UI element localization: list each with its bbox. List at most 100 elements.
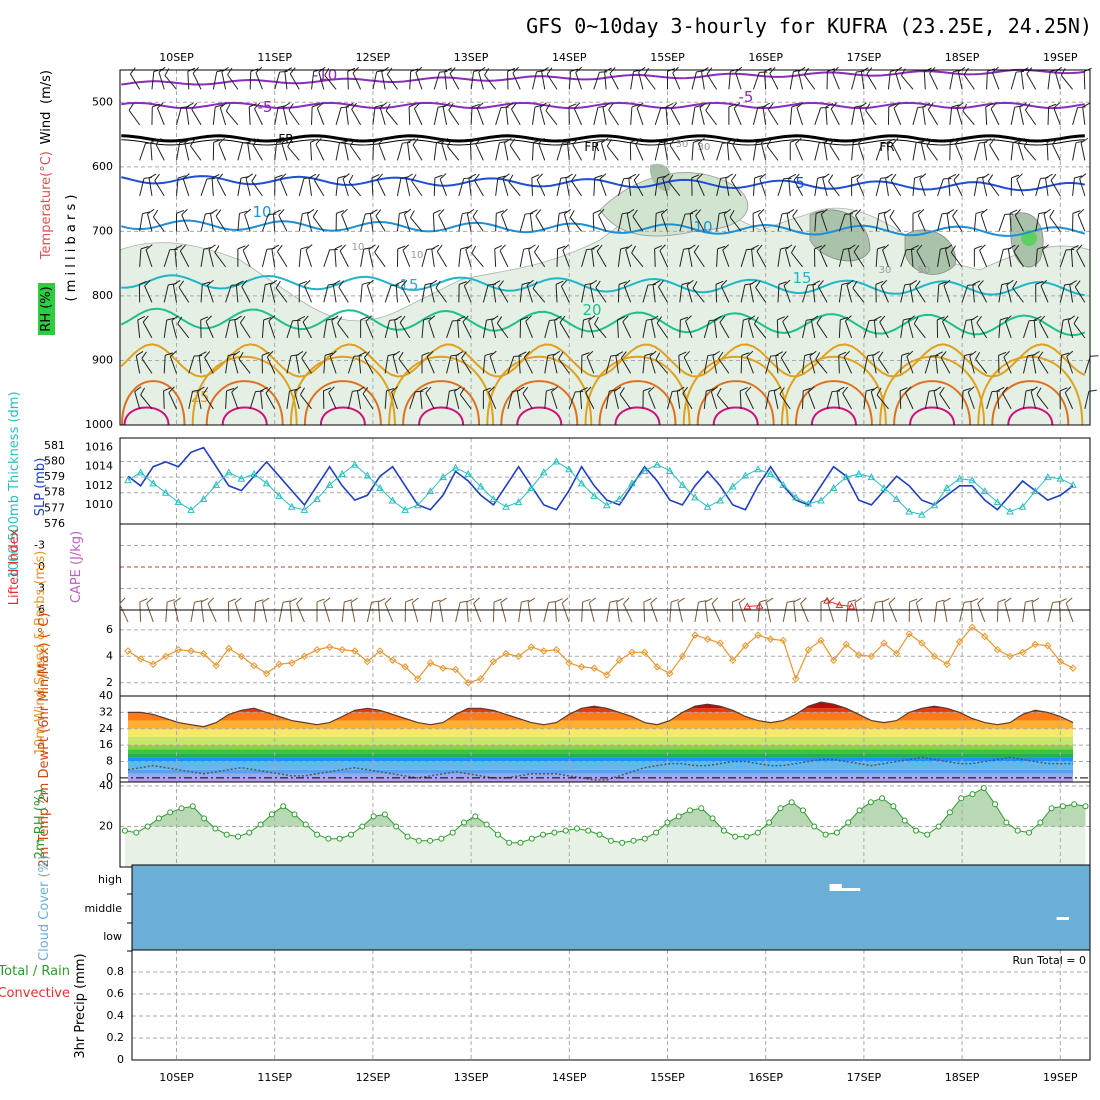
isotherm-line <box>121 274 1085 297</box>
wind-barb-flag <box>693 245 700 253</box>
wind-barb <box>331 320 337 338</box>
wind-barb-flag <box>173 597 181 603</box>
wind-barb-flag <box>130 67 136 75</box>
wind-barb <box>716 178 722 196</box>
wind-barb <box>693 251 705 268</box>
wind-barb-flag <box>1031 597 1040 603</box>
wind-barb <box>668 181 681 197</box>
wind-barb-flag <box>342 173 350 180</box>
wind-barb-flag <box>154 173 160 181</box>
wind-barb-flag <box>348 174 354 183</box>
wind-barb-flag <box>373 139 382 143</box>
rh-marker <box>178 805 185 812</box>
wind-barb-flag <box>943 279 951 286</box>
wind-barb-flag <box>414 102 421 109</box>
wind-barb <box>311 106 313 125</box>
wind-barb <box>1050 180 1061 197</box>
rh-contour-label: 10 <box>411 250 424 261</box>
wind-barb-flag <box>829 138 835 146</box>
wind-barb <box>722 249 730 268</box>
wind-barb-flag <box>173 280 181 286</box>
rh-marker <box>359 823 366 830</box>
wind-barb <box>208 249 214 267</box>
wind-barb-flag <box>616 597 624 603</box>
wind-barb <box>216 179 227 197</box>
wind-barb-flag <box>468 173 477 179</box>
wind-barb <box>332 284 337 303</box>
wind-barb <box>421 249 428 267</box>
temp-band <box>128 773 1073 778</box>
wind-barb <box>1013 251 1024 268</box>
wind-barb-flag <box>779 387 785 395</box>
isotherm-line <box>221 406 268 426</box>
wind-barb <box>482 355 486 374</box>
date-label-bottom: 18SEP <box>945 1071 980 1084</box>
wind-barb <box>795 143 803 161</box>
wind-barb-flag <box>546 388 555 392</box>
wind-barb-flag <box>803 67 809 76</box>
wind-barb <box>274 107 279 125</box>
wind-barb-flag <box>538 137 545 144</box>
wind-barb <box>900 284 906 303</box>
wind-speed-marker <box>262 669 271 678</box>
wind-barb-flag <box>740 387 748 392</box>
wind-barb-flag <box>215 104 224 108</box>
wind-barb <box>144 285 153 303</box>
wind-barb <box>906 356 914 374</box>
wind-barb <box>890 180 902 197</box>
wind-barb <box>1066 356 1074 374</box>
wind-barb <box>863 390 867 409</box>
wind-unit-label: (m/s) <box>39 70 54 104</box>
wind-barb-flag <box>238 352 244 360</box>
wind-barb-flag <box>207 597 215 604</box>
wind-barb <box>630 71 634 90</box>
wind-barb <box>650 320 656 338</box>
wind-barb <box>760 142 767 161</box>
wind-barb <box>910 248 914 267</box>
lifted-index-tick-label: 6 <box>38 603 45 616</box>
wind-barb-flag <box>752 209 761 214</box>
wind-barb <box>953 179 963 197</box>
wind-barb <box>494 248 497 267</box>
wind-barb-flag <box>669 138 676 146</box>
wind-barb <box>915 602 923 623</box>
wind-barb <box>298 213 303 232</box>
wind-barb-flag <box>922 102 930 108</box>
wind-barb <box>571 180 582 197</box>
rh-marker <box>223 831 230 838</box>
wind-barb <box>810 320 816 338</box>
wind-barb <box>755 287 767 303</box>
wind-barb-flag <box>1033 315 1042 321</box>
wind-barb-flag <box>914 175 923 179</box>
wind-speed-marker <box>577 663 586 671</box>
wind-barb-flag <box>617 316 625 321</box>
wind-barb <box>251 181 263 197</box>
wind-barb-flag <box>661 208 668 215</box>
wind-barb-flag <box>831 390 841 393</box>
wind-barb <box>200 178 208 197</box>
wind-barb <box>543 602 550 623</box>
wind-barb-flag <box>255 390 264 393</box>
chart-title: GFS 0~10day 3-hourly for KUFRA (23.25E, … <box>526 14 1092 38</box>
wind-barb-flag <box>1025 103 1031 111</box>
wind-barb-flag <box>951 104 960 108</box>
wind-barb <box>773 391 779 409</box>
wind-barb-flag <box>402 141 411 144</box>
wind-barb-flag <box>1035 280 1044 285</box>
wind-barb <box>807 391 816 410</box>
wind-barb <box>826 391 833 410</box>
wind-barb-flag <box>460 246 469 250</box>
wind-barb-flag <box>1008 244 1016 250</box>
wind-barb-flag <box>733 102 741 109</box>
wind-speed-marker <box>451 665 460 674</box>
wind-barb <box>552 355 558 374</box>
wind-barb-flag <box>1046 138 1055 143</box>
rh-marker <box>777 805 784 812</box>
wind-speed-marker <box>981 632 989 641</box>
wind-barb-flag <box>636 102 644 109</box>
wind-barb-flag <box>568 103 577 108</box>
wind-barb-flag <box>989 138 995 146</box>
wind-barb <box>823 142 828 161</box>
wind-barb-flag <box>975 352 981 360</box>
